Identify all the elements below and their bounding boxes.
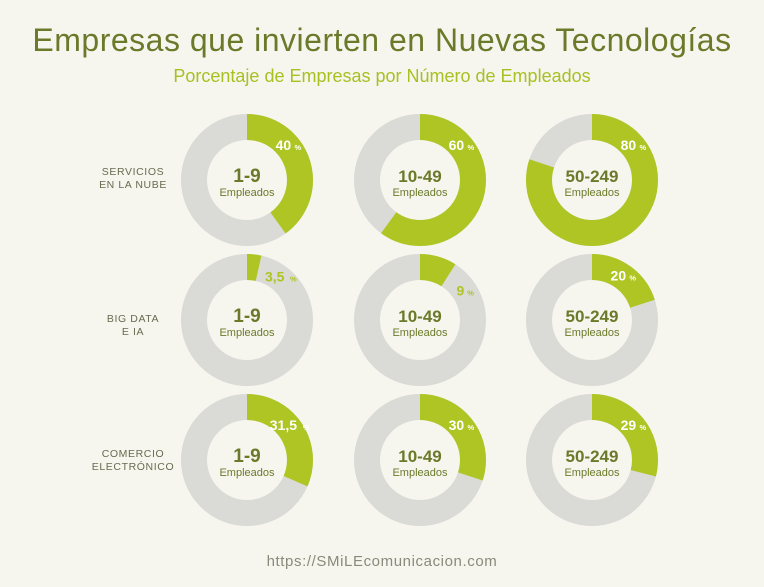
donut-value-arc	[181, 254, 313, 386]
donut-center-sublabel: Empleados	[564, 467, 620, 479]
donut-percent-symbol: %	[629, 274, 636, 283]
row-label-big-data: BIG DATA E IA	[68, 313, 198, 339]
row-label-comercio-electronico: COMERCIO ELECTRÓNICO	[68, 448, 198, 474]
donut-center-label: 50-249	[566, 447, 619, 466]
donut-value-arc	[354, 254, 486, 386]
row-label-line: E IA	[121, 326, 145, 338]
donut-center-label: 10-49	[398, 447, 441, 466]
donut-center-label: 10-49	[398, 167, 441, 186]
donut-center-sublabel: Empleados	[564, 327, 620, 339]
donut-value-label: 3,5	[265, 269, 285, 285]
donut-percent-symbol: %	[467, 289, 474, 298]
donut-center-label: 1-9	[233, 306, 260, 327]
donut-center-sublabel: Empleados	[219, 327, 275, 339]
row-label-line: ELECTRÓNICO	[91, 461, 175, 473]
row-label-servicios-nube: SERVICIOS EN LA NUBE	[68, 166, 198, 192]
donut-center-sublabel: Empleados	[219, 187, 275, 199]
footer-url: https://SMiLEcomunicacion.com	[266, 553, 498, 570]
donut-percent-symbol: %	[290, 275, 297, 284]
row-label-line: EN LA NUBE	[99, 179, 167, 191]
donut-percent-symbol: %	[303, 423, 310, 432]
donut-value-label: 80	[621, 137, 637, 153]
donut-center-label: 1-9	[233, 166, 260, 187]
donut-value-arc	[181, 394, 313, 526]
donut-center-sublabel: Empleados	[219, 467, 275, 479]
donut-center-label: 1-9	[233, 446, 260, 467]
donut-value-label: 31,5	[270, 417, 297, 433]
donut-center-sublabel: Empleados	[564, 187, 620, 199]
row-label-line: SERVICIOS	[101, 166, 165, 178]
donut-center-label: 10-49	[398, 307, 441, 326]
donut-percent-symbol: %	[467, 423, 474, 432]
donut-value-arc	[526, 394, 658, 526]
donut-percent-symbol: %	[639, 143, 646, 152]
donut-value-label: 9	[457, 283, 465, 299]
donut-value-label: 29	[621, 417, 637, 433]
donut-center-label: 50-249	[566, 307, 619, 326]
page-subtitle: Porcentaje de Empresas por Número de Emp…	[173, 66, 591, 86]
donut-percent-symbol: %	[294, 143, 301, 152]
donut-value-label: 40	[276, 137, 292, 153]
donut-center-sublabel: Empleados	[392, 187, 448, 199]
donut-value-arc	[354, 114, 486, 246]
page-title: Empresas que invierten en Nuevas Tecnolo…	[32, 22, 732, 58]
row-label-line: BIG DATA	[106, 313, 160, 325]
donut-percent-symbol: %	[639, 423, 646, 432]
row-label-line: COMERCIO	[101, 448, 165, 460]
donut-percent-symbol: %	[467, 143, 474, 152]
donut-value-label: 60	[449, 137, 465, 153]
donut-value-arc	[526, 114, 658, 246]
donut-value-arc	[181, 114, 313, 246]
donut-center-sublabel: Empleados	[392, 327, 448, 339]
donut-center-sublabel: Empleados	[392, 467, 448, 479]
donut-center-label: 50-249	[566, 167, 619, 186]
donut-value-label: 30	[449, 417, 465, 433]
donut-value-arc	[526, 254, 658, 386]
donut-value-arc	[354, 394, 486, 526]
donut-value-label: 20	[611, 268, 627, 284]
